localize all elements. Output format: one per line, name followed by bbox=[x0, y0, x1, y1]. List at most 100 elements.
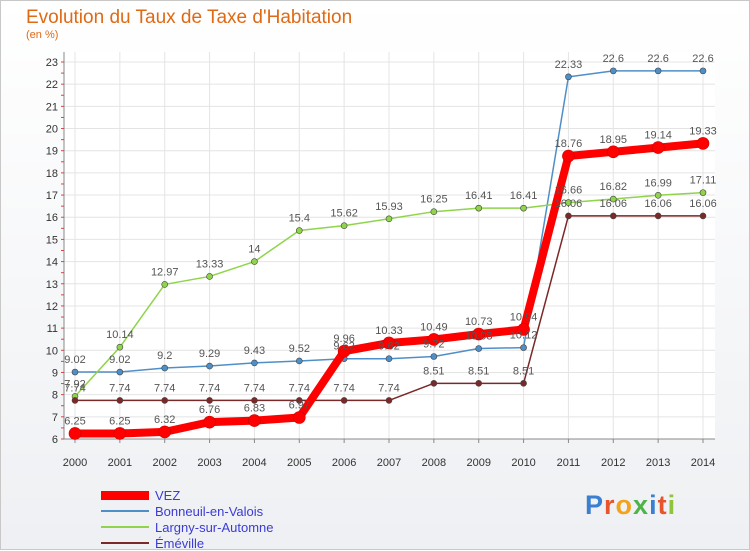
y-tick-label: 11 bbox=[47, 323, 58, 335]
data-label-emeville: 7.74 bbox=[64, 382, 85, 394]
data-point-vez bbox=[248, 414, 261, 427]
data-label-emeville: 8.51 bbox=[468, 365, 489, 377]
data-label-largny-sur-automne: 12.97 bbox=[151, 266, 179, 278]
y-tick-label: 17 bbox=[46, 190, 58, 202]
data-point-largny-sur-automne bbox=[699, 189, 707, 196]
data-point-largny-sur-automne bbox=[340, 222, 348, 229]
data-label-vez: 6.25 bbox=[109, 415, 130, 427]
data-label-bonneuil-en-valois: 9.62 bbox=[378, 341, 399, 353]
data-point-bonneuil-en-valois bbox=[385, 355, 393, 363]
data-label-largny-sur-automne: 14 bbox=[248, 244, 260, 256]
data-point-emeville bbox=[475, 380, 483, 387]
x-tick-label: 2011 bbox=[557, 457, 581, 469]
proxiti-logo: Proxiti bbox=[585, 490, 677, 520]
data-point-emeville bbox=[295, 397, 303, 404]
data-label-bonneuil-en-valois: 9.52 bbox=[289, 343, 310, 355]
data-point-emeville bbox=[251, 397, 258, 404]
legend-swatch-vez bbox=[101, 490, 149, 500]
data-point-vez bbox=[651, 141, 665, 154]
data-label-bonneuil-en-valois: 9.29 bbox=[199, 348, 220, 360]
data-point-emeville bbox=[340, 397, 348, 404]
data-label-vez: 6.32 bbox=[154, 414, 175, 426]
data-point-largny-sur-automne bbox=[116, 343, 124, 351]
data-point-largny-sur-automne bbox=[609, 195, 617, 203]
x-tick-label: 2008 bbox=[422, 457, 446, 469]
data-point-largny-sur-automne bbox=[475, 204, 483, 212]
data-point-vez bbox=[606, 145, 620, 159]
data-label-emeville: 16.06 bbox=[600, 198, 628, 210]
legend-item-emeville: Éméville bbox=[101, 535, 274, 551]
data-point-vez bbox=[696, 137, 710, 150]
data-point-bonneuil-en-valois bbox=[161, 364, 169, 372]
data-label-vez: 9.96 bbox=[333, 333, 354, 345]
data-point-bonneuil-en-valois bbox=[654, 67, 662, 75]
x-tick-label: 2006 bbox=[332, 457, 356, 469]
data-point-vez bbox=[472, 327, 486, 341]
data-point-bonneuil-en-valois bbox=[251, 359, 258, 367]
data-label-largny-sur-automne: 16.82 bbox=[600, 181, 628, 193]
data-point-vez bbox=[292, 411, 306, 424]
y-tick-label: 8 bbox=[52, 390, 58, 402]
data-point-largny-sur-automne bbox=[161, 281, 169, 288]
data-point-bonneuil-en-valois bbox=[520, 344, 527, 351]
data-label-bonneuil-en-valois: 9.02 bbox=[64, 354, 85, 366]
legend-swatch-largny-sur-automne bbox=[101, 526, 149, 528]
data-point-bonneuil-en-valois bbox=[475, 345, 483, 352]
data-label-bonneuil-en-valois: 10.12 bbox=[510, 330, 538, 342]
data-point-bonneuil-en-valois bbox=[699, 67, 707, 75]
data-label-emeville: 7.74 bbox=[333, 382, 354, 394]
data-label-vez: 10.94 bbox=[510, 311, 538, 323]
y-tick-label: 15 bbox=[46, 234, 58, 246]
data-label-bonneuil-en-valois: 22.33 bbox=[555, 59, 583, 71]
data-label-emeville: 8.51 bbox=[423, 365, 444, 377]
data-label-emeville: 7.74 bbox=[154, 382, 175, 394]
data-label-vez: 18.95 bbox=[600, 134, 628, 146]
data-point-vez bbox=[203, 415, 216, 429]
x-tick-label: 2001 bbox=[108, 457, 132, 469]
data-label-emeville: 16.06 bbox=[689, 198, 717, 210]
y-tick-label: 20 bbox=[46, 124, 58, 136]
data-label-bonneuil-en-valois: 22.6 bbox=[692, 53, 713, 65]
data-label-emeville: 7.74 bbox=[109, 382, 130, 394]
data-point-emeville bbox=[385, 397, 393, 404]
data-point-emeville bbox=[609, 212, 617, 220]
x-tick-label: 2000 bbox=[63, 457, 87, 469]
data-point-vez bbox=[158, 425, 172, 439]
data-point-emeville bbox=[161, 397, 169, 404]
data-point-largny-sur-automne bbox=[206, 273, 213, 280]
x-tick-label: 2004 bbox=[242, 457, 266, 469]
data-label-bonneuil-en-valois: 9.2 bbox=[157, 350, 172, 362]
legend-item-largny-sur-automne: Largny-sur-Automne bbox=[101, 519, 274, 535]
data-point-largny-sur-automne bbox=[430, 208, 438, 215]
y-tick-label: 12 bbox=[46, 301, 58, 313]
x-tick-label: 2014 bbox=[691, 457, 715, 469]
data-label-largny-sur-automne: 15.62 bbox=[330, 208, 358, 220]
chart-title: Evolution du Taux de Taxe d'Habitation bbox=[26, 7, 353, 28]
data-label-bonneuil-en-valois: 9.02 bbox=[109, 354, 130, 366]
data-label-vez: 6.25 bbox=[64, 415, 85, 427]
data-label-largny-sur-automne: 16.41 bbox=[510, 190, 538, 202]
data-point-bonneuil-en-valois bbox=[565, 73, 572, 81]
data-point-bonneuil-en-valois bbox=[206, 362, 213, 370]
data-point-largny-sur-automne bbox=[251, 258, 258, 265]
data-label-emeville: 7.74 bbox=[199, 382, 220, 394]
legend-label-vez: VEZ bbox=[155, 487, 181, 503]
y-tick-label: 13 bbox=[46, 279, 58, 291]
data-point-bonneuil-en-valois bbox=[116, 368, 124, 376]
data-point-emeville bbox=[116, 397, 124, 404]
data-label-vez: 19.14 bbox=[644, 130, 672, 142]
data-label-bonneuil-en-valois: 9.72 bbox=[423, 339, 444, 351]
y-tick-label: 21 bbox=[46, 101, 58, 113]
data-point-bonneuil-en-valois bbox=[71, 368, 79, 376]
data-point-largny-sur-automne bbox=[654, 191, 662, 199]
data-point-largny-sur-automne bbox=[295, 227, 303, 234]
data-label-largny-sur-automne: 16.99 bbox=[644, 177, 672, 189]
x-tick-label: 2009 bbox=[466, 457, 490, 469]
data-point-vez bbox=[382, 336, 396, 350]
legend-item-bonneuil-en-valois: Bonneuil-en-Valois bbox=[101, 503, 274, 519]
data-label-emeville: 7.74 bbox=[244, 382, 265, 394]
data-point-bonneuil-en-valois bbox=[295, 357, 303, 365]
y-tick-label: 6 bbox=[52, 434, 58, 446]
